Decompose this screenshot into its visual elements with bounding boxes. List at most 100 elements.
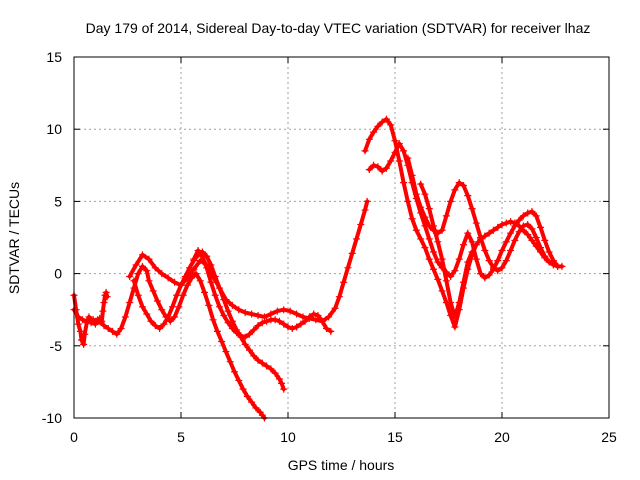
chart-title: Day 179 of 2014, Sidereal Day-to-day VTE… (86, 20, 591, 36)
data-point (190, 255, 198, 263)
data-point (254, 356, 262, 364)
x-tick-label: 15 (387, 429, 403, 445)
data-point (391, 148, 399, 156)
data-point (143, 267, 151, 275)
y-axis: -10 -5 0 5 10 15 (42, 49, 609, 426)
data-point (263, 362, 271, 370)
data-point (412, 226, 420, 234)
data-point (327, 327, 335, 335)
data-point (408, 215, 416, 223)
data-point (378, 118, 386, 126)
data-point (494, 267, 502, 275)
data-point (378, 167, 386, 175)
data-point (228, 301, 236, 309)
data-point (254, 322, 262, 330)
data-point (485, 257, 493, 265)
data-point (365, 135, 373, 143)
data-point (175, 303, 183, 311)
data-point (507, 246, 515, 254)
data-point (297, 320, 305, 328)
data-point (160, 320, 168, 328)
data-point (434, 258, 442, 266)
data-point (173, 291, 181, 299)
data-point (103, 293, 111, 301)
data-point (430, 248, 438, 256)
data-point (425, 205, 433, 213)
data-point (331, 304, 339, 312)
data-point (222, 348, 230, 356)
y-tick-label: 10 (46, 121, 62, 137)
y-tick-label: -5 (50, 338, 63, 354)
data-point (451, 313, 459, 321)
data-point (472, 255, 480, 263)
data-point (494, 257, 502, 265)
y-tick-label: -10 (42, 410, 62, 426)
data-point (231, 368, 238, 376)
data-point (224, 307, 232, 315)
series-track-h (404, 154, 553, 275)
data-point (96, 317, 104, 325)
data-point (464, 258, 472, 266)
data-point (235, 376, 243, 384)
data-point (370, 161, 378, 169)
series-trace (405, 156, 552, 273)
data-point (404, 154, 412, 162)
data-point (498, 264, 506, 272)
data-point (434, 238, 442, 246)
series-track-f (361, 115, 566, 331)
data-point (286, 307, 294, 315)
data-point (515, 216, 523, 224)
data-point (245, 330, 253, 338)
data-point (177, 281, 185, 289)
data-point (524, 231, 532, 239)
data-point (485, 271, 493, 279)
data-point (301, 317, 309, 325)
data-point (299, 313, 307, 321)
data-point (278, 379, 286, 387)
data-point (117, 324, 125, 332)
data-point (348, 249, 356, 257)
data-point (74, 320, 82, 328)
data-point (502, 257, 510, 265)
data-point (216, 284, 224, 292)
data-point (288, 324, 296, 332)
data-point (143, 310, 151, 318)
data-point (370, 128, 378, 136)
data-point (104, 324, 112, 332)
data-point (340, 278, 348, 286)
data-point (216, 303, 224, 311)
data-point (171, 313, 179, 321)
x-tick-label: 20 (494, 429, 510, 445)
series-track-d (126, 197, 371, 325)
data-point (554, 262, 562, 270)
data-point (489, 226, 497, 234)
data-point (382, 115, 390, 123)
data-point (344, 264, 352, 272)
data-point (421, 190, 429, 198)
data-point (442, 212, 450, 220)
data-point (430, 265, 438, 273)
data-point (250, 326, 258, 334)
data-point (524, 209, 532, 217)
data-point (404, 197, 412, 205)
data-point (164, 313, 172, 321)
data-point (252, 404, 260, 412)
data-point (438, 287, 446, 295)
data-point (220, 311, 228, 319)
data-point (451, 186, 459, 194)
data-point (205, 301, 213, 309)
data-point (451, 267, 459, 275)
data-point (395, 140, 403, 148)
data-point (145, 255, 153, 263)
data-point (267, 365, 275, 373)
data-point (438, 226, 446, 234)
data-point (121, 313, 129, 321)
data-point (335, 293, 343, 301)
data-point (156, 324, 164, 332)
plot-area (70, 115, 566, 422)
data-point (151, 322, 159, 330)
data-point (263, 317, 271, 325)
data-point (502, 238, 510, 246)
data-point (325, 313, 333, 321)
data-point (519, 222, 527, 230)
